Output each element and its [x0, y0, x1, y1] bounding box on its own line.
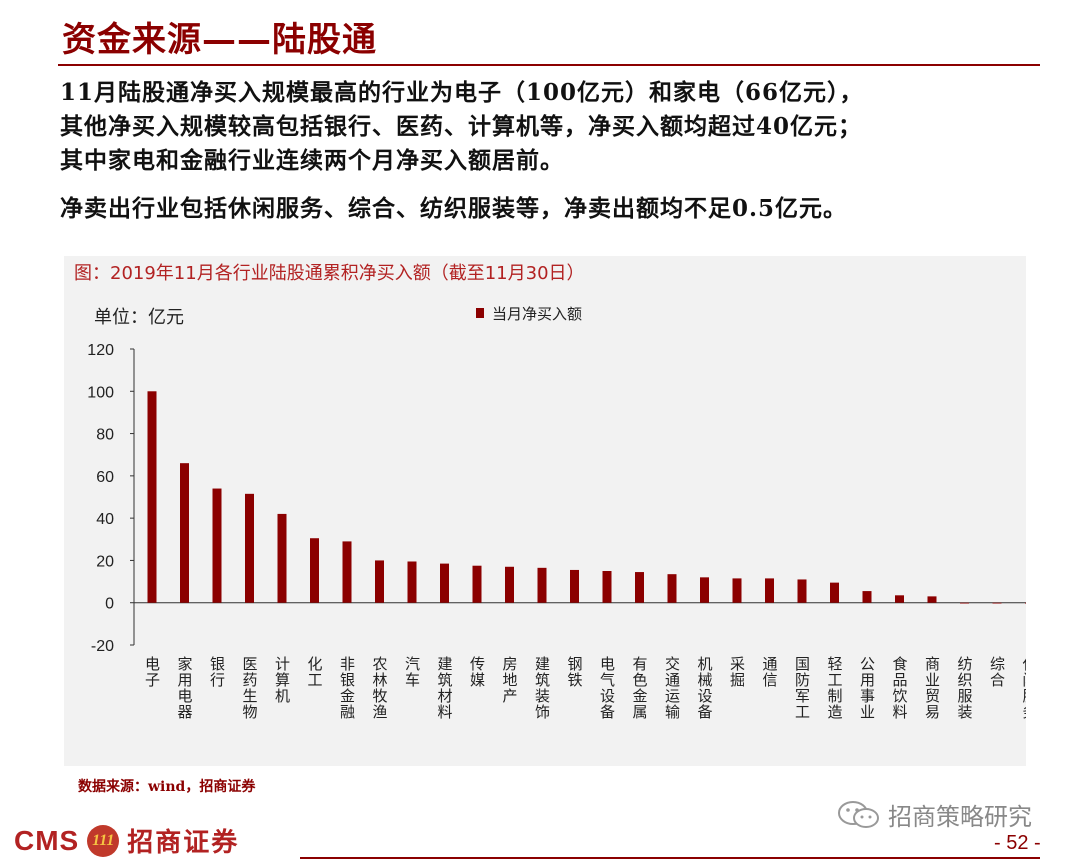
x-tick-label: 轻工制造: [826, 656, 844, 720]
summary-paragraph-2: 净卖出行业包括休闲服务、综合、纺织服装等，净卖出额均不足0.5亿元。: [60, 192, 1050, 226]
x-tick-label: 交通运输: [663, 655, 681, 720]
x-tick-label: 有色金属: [631, 656, 649, 720]
x-tick-label: 钢铁: [566, 656, 584, 688]
bar: [992, 602, 1002, 604]
bar: [895, 595, 904, 603]
bar: [147, 391, 157, 603]
y-tick-label: 80: [96, 427, 114, 444]
bar: [537, 567, 547, 603]
x-tick-label: 化工: [306, 656, 324, 688]
x-tick-label: 建筑材料: [436, 656, 454, 720]
legend-swatch: [476, 308, 484, 318]
page-title: 资金来源——陆股通: [62, 20, 377, 60]
bar: [212, 488, 222, 603]
x-tick-label: 综合: [988, 656, 1006, 688]
y-tick-label: 20: [96, 553, 114, 570]
y-tick-label: 0: [105, 596, 114, 613]
bar: [342, 541, 352, 603]
bar: [960, 602, 969, 604]
bar: [277, 513, 287, 603]
x-tick-label: 电子: [143, 656, 161, 688]
bar: [635, 572, 644, 603]
summary-line: 11月陆股通净买入规模最高的行业为电子（100亿元）和家电（66亿元），: [60, 79, 864, 106]
bar: [862, 591, 872, 603]
wechat-account: 招商策略研究: [836, 797, 1032, 832]
x-tick-label: 汽车: [403, 656, 421, 688]
bar-chart: 单位：亿元 当月净买入额 -20 0 20 40 60 80 100 120 电子 家用电器 银行 医药生…: [87, 305, 1027, 720]
bar: [570, 569, 579, 603]
title-divider: [58, 64, 1040, 66]
bar: [245, 493, 254, 603]
x-tick-label: 休闲服务: [1021, 656, 1027, 720]
company-logo: CMS 111 招商证券: [14, 822, 239, 859]
bar: [797, 579, 807, 603]
unit-label: 单位：亿元: [94, 307, 184, 328]
bar: [180, 463, 189, 603]
bar: [440, 563, 449, 603]
x-tick-label: 食品饮料: [891, 656, 909, 720]
summary-paragraph-1: 11月陆股通净买入规模最高的行业为电子（100亿元）和家电（66亿元）， 其他净…: [60, 76, 1050, 178]
x-tick-label: 通信: [761, 656, 779, 688]
x-tick-label: 非银金融: [338, 656, 356, 720]
summary-line: 其他净买入规模较高包括银行、医药、计算机等，净买入额均超过40亿元；: [60, 113, 863, 140]
bar: [472, 565, 482, 603]
bar: [765, 578, 774, 603]
x-tick-label: 银行: [208, 656, 226, 688]
legend-label: 当月净买入额: [492, 305, 582, 323]
bar: [667, 574, 677, 603]
x-tick-label: 国防军工: [793, 656, 811, 720]
x-tick-label: 纺织服装: [956, 656, 974, 720]
summary-line: 其中家电和金融行业连续两个月净买入额居前。: [60, 147, 564, 174]
x-tick-label: 医药生物: [241, 656, 259, 720]
x-tick-label: 家用电器: [176, 656, 194, 720]
x-tick-label: 采掘: [728, 656, 746, 688]
wechat-icon: [838, 800, 879, 828]
data-source: 数据来源：wind，招商证券: [78, 779, 256, 795]
y-tick-label: 120: [87, 342, 114, 359]
bar: [602, 571, 612, 603]
bar: [732, 578, 742, 603]
bar: [375, 560, 384, 603]
x-tick-label: 建筑装饰: [533, 656, 551, 720]
summary-line: 净卖出行业包括休闲服务、综合、纺织服装等，净卖出额均不足0.5亿元。: [60, 195, 848, 222]
x-tick-label: 电气设备: [598, 656, 616, 720]
y-tick-label: 60: [96, 469, 114, 486]
x-tick-label: 机械设备: [696, 656, 714, 720]
x-tick-label: 传媒: [468, 656, 486, 688]
bar: [830, 582, 839, 603]
logo-cn-text: 招商证券: [127, 828, 240, 858]
chart-title: 图：2019年11月各行业陆股通累积净买入额（截至11月30日）: [74, 263, 585, 284]
x-tick-label: 公用事业: [858, 656, 876, 720]
bar: [1025, 602, 1026, 604]
logo-cms-text: CMS: [14, 824, 80, 856]
bar: [505, 566, 514, 603]
logo-badge-icon: 111: [87, 824, 120, 857]
x-tick-label: 商业贸易: [923, 656, 941, 720]
page-number: - 52 -: [994, 832, 1041, 854]
bar: [700, 577, 709, 603]
y-tick-label: 100: [87, 384, 114, 401]
chart-panel: 图：2019年11月各行业陆股通累积净买入额（截至11月30日） 单位：亿元 当月…: [64, 256, 1026, 766]
x-tick-label: 房地产: [501, 656, 519, 704]
y-tick-label: -20: [91, 638, 114, 655]
bar: [407, 561, 417, 603]
wechat-name: 招商策略研究: [888, 803, 1032, 831]
y-tick-label: 40: [96, 511, 114, 528]
footer-divider: [300, 857, 1040, 859]
x-tick-label: 计算机: [273, 656, 291, 704]
bar: [927, 596, 937, 603]
x-tick-label: 农林牧渔: [371, 656, 389, 720]
bar: [310, 538, 319, 603]
